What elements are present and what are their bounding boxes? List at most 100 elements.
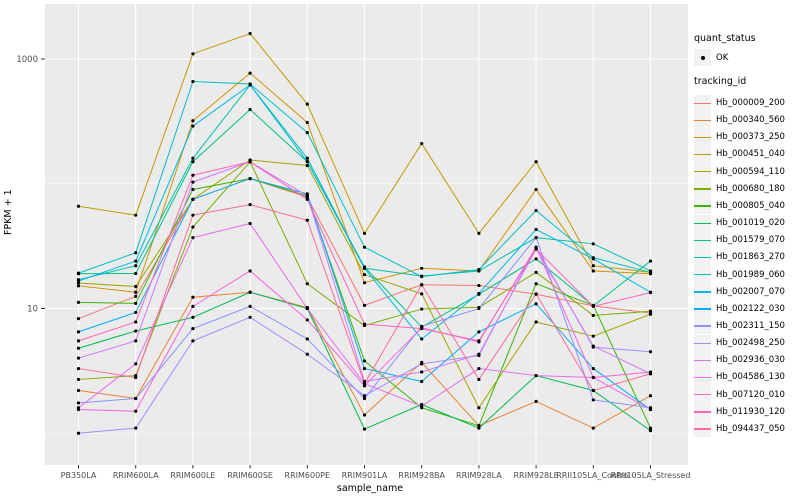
- data-point: [134, 294, 138, 299]
- legend-swatch-line-icon: [694, 119, 711, 122]
- data-point: [591, 375, 595, 380]
- x-tick-label: RRIM901LA: [342, 471, 388, 480]
- legend-key: [694, 420, 711, 438]
- legend-title-tracking-id: tracking_id: [694, 76, 747, 87]
- data-point: [76, 356, 81, 360]
- data-point: [534, 247, 538, 251]
- data-point: [477, 352, 481, 356]
- legend-key: [694, 300, 711, 318]
- data-point: [305, 156, 309, 160]
- data-point: [591, 264, 595, 268]
- legend-key: [694, 180, 711, 198]
- data-point: [248, 304, 252, 308]
- legend-item-Hb_000340_560: Hb_000340_560: [694, 111, 785, 129]
- legend-item-label: Hb_000009_200: [716, 98, 785, 108]
- data-point: [477, 339, 481, 343]
- data-point: [134, 213, 138, 217]
- legend-swatch-line-icon: [694, 153, 711, 156]
- data-point: [648, 372, 653, 376]
- data-point: [420, 379, 424, 384]
- data-point: [420, 283, 424, 287]
- data-point: [534, 208, 538, 213]
- legend-key-ok: [694, 49, 711, 66]
- legend-item-Hb_002498_250: Hb_002498_250: [694, 334, 785, 352]
- data-point: [477, 306, 481, 311]
- data-point: [534, 292, 538, 296]
- legend-item-Hb_002122_030: Hb_002122_030: [694, 300, 785, 318]
- data-point: [648, 350, 653, 354]
- data-point: [534, 320, 538, 324]
- data-point: [134, 290, 138, 294]
- legend-key: [694, 231, 711, 249]
- data-point: [591, 313, 595, 318]
- data-point: [591, 242, 595, 246]
- legend-item-Hb_000373_250: Hb_000373_250: [694, 128, 785, 146]
- data-point: [534, 236, 538, 240]
- data-point: [76, 271, 81, 275]
- legend-swatch-line-icon: [694, 222, 711, 224]
- data-point: [648, 429, 653, 433]
- legend-key: [694, 283, 711, 301]
- data-point: [305, 197, 309, 201]
- data-point: [191, 160, 195, 164]
- legend-swatch-line-icon: [694, 376, 711, 379]
- data-point: [76, 279, 81, 283]
- x-axis-title: sample_name: [336, 483, 404, 494]
- x-tick-label: RRIM600LE: [170, 471, 215, 480]
- legend-item-label: Hb_000805_040: [716, 200, 785, 211]
- data-point: [648, 270, 653, 274]
- legend-item-Hb_004586_130: Hb_004586_130: [694, 368, 785, 386]
- data-point: [191, 339, 195, 343]
- legend-swatch-line-icon: [694, 394, 711, 396]
- data-point: [76, 346, 81, 350]
- legend-key: [694, 266, 711, 283]
- legend-item-Hb_000594_110: Hb_000594_110: [694, 163, 785, 181]
- legend-item-label: Hb_002311_150: [716, 320, 785, 331]
- legend-swatch-line-icon: [694, 359, 711, 362]
- data-point: [248, 290, 252, 294]
- data-point: [534, 270, 538, 274]
- data-point: [420, 266, 424, 270]
- legend-swatch-line-icon: [694, 308, 711, 310]
- data-point: [305, 160, 309, 164]
- x-tick-label: RRIM600LA: [113, 471, 159, 480]
- legend-item-Hb_000009_200: Hb_000009_200: [694, 94, 785, 112]
- data-point: [305, 194, 309, 198]
- data-point: [248, 221, 252, 226]
- data-point: [362, 281, 367, 285]
- data-point: [477, 268, 481, 272]
- data-point: [420, 275, 424, 279]
- data-point: [305, 282, 309, 286]
- legend-swatch-line-icon: [694, 136, 711, 139]
- legend-swatch-line-icon: [694, 188, 711, 190]
- data-point: [362, 322, 367, 326]
- legend-item-Hb_001019_020: Hb_001019_020: [694, 214, 785, 232]
- legend-swatch-line-icon: [694, 239, 711, 242]
- legend-key: [694, 351, 711, 369]
- data-point: [191, 315, 195, 319]
- legend-item-label: Hb_001989_060: [716, 269, 785, 280]
- data-point: [420, 404, 424, 408]
- legend-entry-ok: OK: [694, 49, 728, 66]
- data-point: [591, 366, 595, 371]
- data-point: [134, 310, 138, 315]
- data-point: [191, 119, 195, 123]
- legend-item-label: Hb_001019_020: [716, 218, 785, 229]
- data-point: [477, 291, 481, 296]
- data-point: [134, 259, 138, 263]
- data-point: [191, 327, 195, 331]
- data-point: [591, 388, 595, 393]
- data-point: [420, 292, 424, 296]
- data-point: [420, 327, 424, 331]
- legend-key: [694, 214, 711, 232]
- data-point: [362, 413, 367, 417]
- data-point: [134, 301, 138, 305]
- legend-item-Hb_011930_120: Hb_011930_120: [694, 403, 785, 421]
- data-point: [477, 406, 481, 410]
- data-point: [191, 156, 195, 160]
- data-point: [362, 394, 367, 398]
- y-axis-title: FPKM + 1: [3, 189, 14, 235]
- data-point: [134, 426, 138, 430]
- y-tick-label: 1000: [16, 55, 38, 65]
- legend-swatch-line-icon: [694, 274, 711, 276]
